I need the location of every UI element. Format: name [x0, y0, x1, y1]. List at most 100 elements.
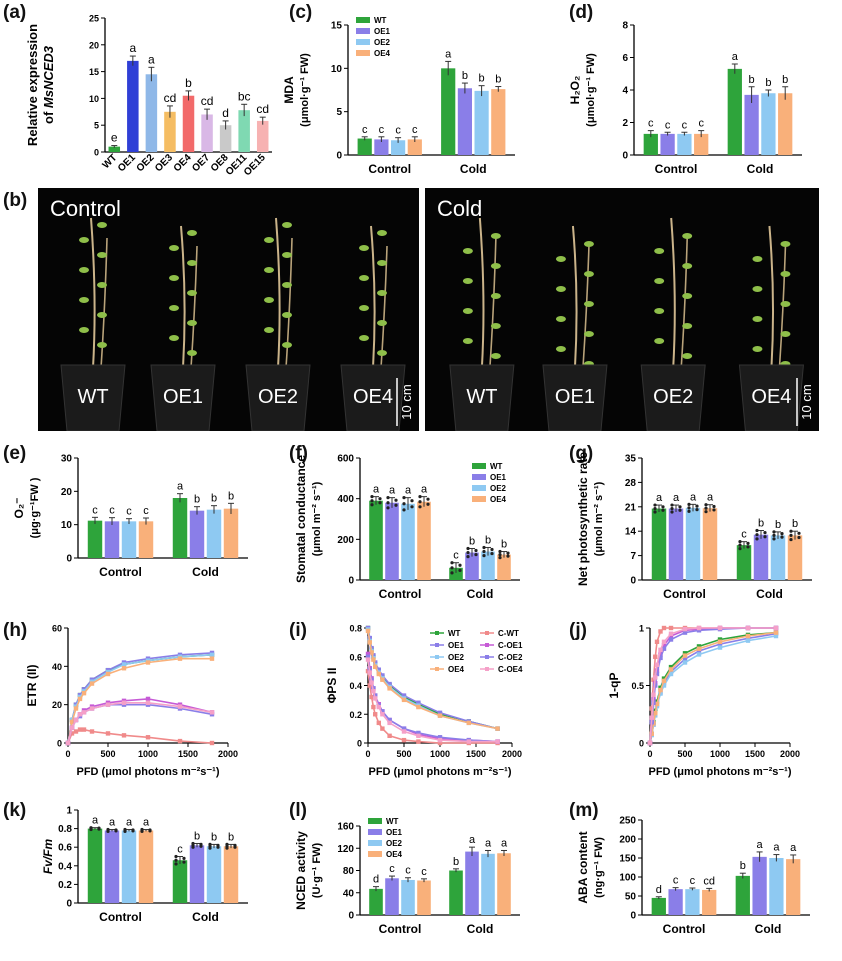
- chart-i-phi-psii: 0 0.2 0.4 0.6 0.8 0 500 1000 1500 2000 PFD (μmol p…: [325, 624, 523, 779]
- photo-control: Control WT OE1 OE2 OE4 10 cm: [38, 188, 419, 431]
- y-tick-label: 0.8: [349, 624, 362, 634]
- data-point-oe4: [661, 678, 667, 684]
- x-group-label: Control: [655, 162, 698, 176]
- bar-oe2-control: [677, 133, 692, 155]
- bar-oe1-control: [385, 502, 399, 580]
- y-axis-label-units: (μg·g⁻¹FW ): [29, 477, 41, 538]
- data-point-c-oe2: [380, 709, 385, 714]
- data-point: [402, 508, 406, 512]
- plant-leaf: [682, 323, 693, 329]
- legend-label-wt: WT: [386, 817, 399, 826]
- data-point-c-oe4: [387, 720, 392, 726]
- data-point-c-oe4: [373, 696, 378, 701]
- plant-stem: [778, 245, 787, 369]
- data-point-oe1: [717, 641, 723, 647]
- data-point: [780, 535, 784, 539]
- data-point-c-oe1: [661, 643, 667, 648]
- y-axis-label: ETR (II): [25, 665, 39, 707]
- bar-oe15: [256, 120, 269, 152]
- significance-letter: e: [111, 131, 118, 145]
- significance-letter: c: [741, 529, 747, 541]
- plant-leaf: [169, 335, 179, 341]
- plant-stem: [768, 225, 775, 369]
- legend-swatch-wt: [356, 17, 370, 23]
- plant-leaf: [490, 323, 501, 329]
- data-point: [410, 499, 414, 503]
- significance-letter: b: [194, 494, 200, 506]
- data-point: [140, 827, 144, 832]
- data-point-c-oe1: [658, 652, 663, 657]
- data-point-c-wt: [371, 704, 376, 710]
- plant-stem: [285, 237, 293, 369]
- data-point-oe4: [658, 687, 663, 693]
- plant-leaf: [187, 350, 197, 356]
- legend-label-c-oe2: C-OE2: [498, 653, 523, 662]
- y-tick-label: 0: [622, 151, 628, 162]
- data-point: [678, 508, 682, 512]
- bar-oe2-cold: [481, 551, 495, 580]
- y-tick-label: 21: [625, 502, 637, 513]
- data-point: [182, 860, 186, 864]
- x-tick-label: 1000: [138, 749, 158, 759]
- data-point-oe4: [373, 664, 378, 670]
- data-point-oe4: [367, 640, 372, 645]
- y-tick-label: 40: [343, 888, 355, 899]
- data-point: [216, 843, 220, 847]
- scale-bar-label: 10 cm: [399, 384, 414, 419]
- plant-leaf: [169, 275, 179, 281]
- data-point: [450, 566, 454, 570]
- y-tick-label: 20: [89, 40, 99, 50]
- bar-oe4-cold: [491, 89, 506, 155]
- bar-oe4-cold: [223, 508, 239, 558]
- legend-swatch-oe4: [368, 851, 382, 857]
- y-axis-label: ABA content: [576, 831, 590, 903]
- data-point: [738, 543, 742, 547]
- plant-label: OE4: [353, 386, 393, 408]
- plant-pot: [738, 364, 804, 431]
- bar-oe7: [201, 114, 213, 152]
- plant-pot: [150, 364, 216, 431]
- data-point-wt: [682, 651, 688, 656]
- data-point: [106, 827, 110, 832]
- panel-label-g: (g): [569, 443, 594, 464]
- data-point-wt: [696, 644, 702, 649]
- legend-label-oe4: OE4: [490, 495, 507, 504]
- bar-wt-cold: [736, 545, 752, 580]
- significance-letter: a: [373, 484, 380, 496]
- data-point-c-oe2: [654, 671, 660, 677]
- significance-letter: a: [732, 51, 739, 63]
- data-point: [498, 552, 502, 557]
- legend-label-wt: WT: [374, 16, 387, 25]
- data-point-oe4: [773, 630, 779, 635]
- y-tick-label: 80: [343, 866, 355, 877]
- y-axis-label-units: (μmol·g⁻¹ FW): [299, 53, 311, 127]
- plant-leaf: [752, 316, 763, 322]
- data-point-oe4: [654, 701, 660, 707]
- data-point: [653, 503, 657, 507]
- x-tick-label: 500: [100, 749, 115, 759]
- data-point-oe4: [466, 720, 471, 726]
- significance-letter: c: [421, 866, 427, 878]
- bar-oe1-control: [104, 521, 120, 558]
- plant-oe2: OE2: [245, 217, 311, 431]
- plant-leaf: [282, 252, 292, 258]
- legend-label-oe4: OE4: [448, 665, 465, 674]
- data-point: [772, 537, 776, 541]
- chart-h-etr: 0 20 40 60 0 500 1000 1500 2000 PFD (μmol photons…: [25, 624, 238, 779]
- plant-leaf: [752, 256, 763, 262]
- data-point-c-wt: [73, 729, 79, 734]
- data-point-c-oe4: [647, 740, 653, 746]
- y-tick-label: 40: [52, 662, 62, 672]
- data-point: [148, 828, 152, 832]
- legend-label-oe1: OE1: [448, 641, 465, 650]
- plant-leaf: [462, 278, 473, 284]
- plant-leaf: [264, 237, 274, 243]
- bar-oe4-control: [694, 133, 709, 155]
- data-point-c-wt: [651, 677, 656, 682]
- data-point-c-oe4: [401, 729, 407, 734]
- bar-oe2-control: [401, 503, 415, 580]
- plant-photo-panel: Control WT OE1 OE2 OE4 10 cm Cold WT OE1 OE2 OE…: [38, 188, 819, 431]
- chart-j-1-qp: 0 0.5 1 0 500 1000 1500 2000 PFD (μmol photons m…: [607, 624, 800, 779]
- data-point-oe4: [89, 681, 95, 686]
